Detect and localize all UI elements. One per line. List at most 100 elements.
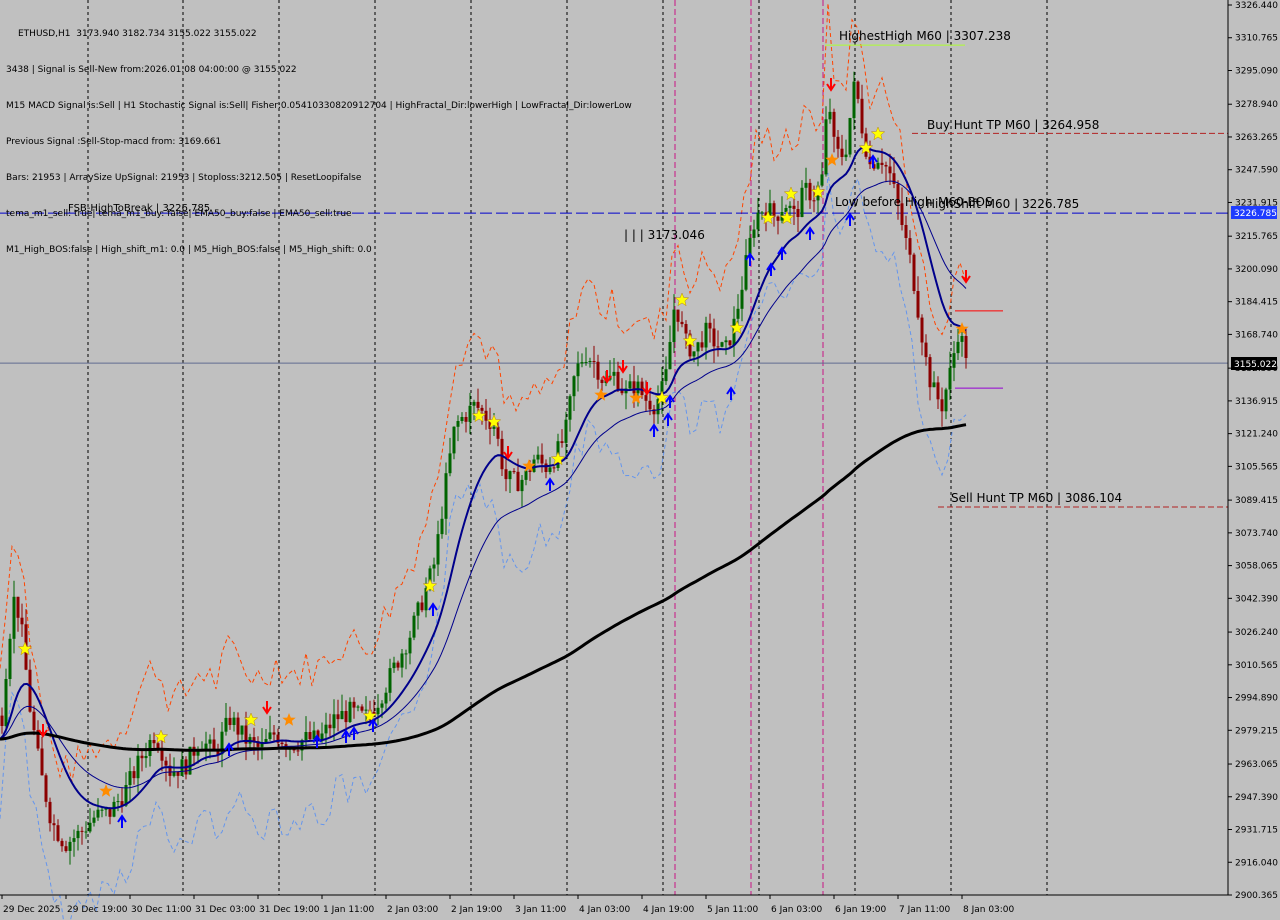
candle-body — [328, 724, 332, 729]
signal-star-orange — [594, 388, 608, 401]
candle-body — [788, 205, 792, 208]
highshift-label: HighShift M60 | 3226.785 — [926, 197, 1079, 211]
signal-star — [654, 390, 670, 405]
price-tick-label: 3136.915 — [1235, 397, 1278, 407]
signal-star — [810, 184, 826, 199]
candle-body — [800, 187, 804, 217]
price-tick-label: 3105.565 — [1235, 462, 1278, 472]
candle-body — [500, 438, 504, 470]
candle-body — [840, 148, 844, 157]
candle-body — [352, 701, 356, 708]
candle-body — [48, 801, 52, 824]
time-tick-label: 2 Jan 03:00 — [387, 905, 439, 915]
candle-body — [476, 401, 480, 408]
signal-star — [486, 414, 502, 429]
candle-body — [548, 467, 552, 472]
candle-body — [688, 333, 692, 357]
sell-arrow — [262, 701, 272, 715]
buy-arrow — [368, 718, 378, 732]
candle-body — [740, 289, 744, 309]
candle-body — [880, 162, 884, 165]
candle-body — [76, 830, 80, 839]
candle-body — [380, 703, 384, 708]
candle-body — [784, 208, 788, 212]
fsb-price-tag-text: 3226.785 — [1234, 209, 1277, 219]
session-markers — [674, 0, 824, 895]
mid-price-label: | | | 3173.046 — [624, 228, 705, 242]
buy-arrow — [341, 729, 351, 743]
time-axis: 29 Dec 2025 29 Dec 19:00 30 Dec 11:00 31 De… — [0, 894, 1228, 915]
price-tick-label: 2947.390 — [1235, 793, 1278, 803]
candle-body — [700, 342, 704, 348]
signal-star — [422, 578, 438, 593]
candle-body — [80, 830, 84, 832]
price-tick-label: 3200.090 — [1235, 265, 1278, 275]
vertical-grid — [87, 0, 1048, 895]
candle-body — [896, 183, 900, 204]
info-line-bars: Bars: 21953 | ArraySize UpSignal: 21953 … — [6, 173, 362, 183]
price-tick-label: 3089.415 — [1235, 496, 1278, 506]
candle-body — [168, 765, 172, 776]
candle-body — [736, 308, 740, 319]
candle-body — [692, 351, 696, 357]
candle-body — [420, 602, 424, 611]
time-tick-label: 4 Jan 03:00 — [579, 905, 631, 915]
price-tick-label: 3263.265 — [1235, 133, 1278, 143]
sell-arrow — [642, 382, 652, 396]
candle-body — [208, 739, 212, 744]
candle-body — [460, 417, 464, 421]
signal-star — [858, 140, 874, 155]
info-line-symbol: ETHUSD,H1 3173.940 3182.734 3155.022 315… — [18, 29, 257, 39]
candle-body — [572, 376, 576, 397]
signal-star — [471, 408, 487, 423]
candle-body — [716, 346, 720, 348]
candle-body — [820, 174, 824, 186]
candle-body — [60, 840, 64, 847]
candle-body — [588, 361, 592, 362]
time-tick-label: 4 Jan 19:00 — [643, 905, 695, 915]
candle-body — [88, 822, 92, 832]
fsb-price-tag — [1231, 206, 1277, 219]
candle-body — [96, 809, 100, 818]
candle-body — [392, 662, 396, 669]
candle-body — [384, 692, 388, 704]
price-tick-label: 2994.890 — [1235, 694, 1278, 704]
candle-body — [828, 111, 832, 120]
price-tick-label: 3073.740 — [1235, 529, 1278, 539]
candle-body — [708, 322, 712, 329]
time-tick-label: 29 Dec 19:00 — [67, 905, 128, 915]
time-tick-label: 2 Jan 19:00 — [451, 905, 503, 915]
candle-body — [964, 336, 968, 358]
candle-body — [348, 701, 352, 722]
candle-body — [960, 336, 964, 342]
signal-star — [682, 333, 698, 348]
candle-body — [832, 111, 836, 137]
candle-body — [632, 381, 636, 394]
candle-body — [756, 212, 760, 230]
candle-body — [276, 734, 280, 743]
candle-body — [804, 182, 808, 188]
candle-body — [416, 602, 420, 616]
price-tick-label: 3278.940 — [1235, 100, 1278, 110]
candle-body — [312, 730, 316, 739]
candle-body — [136, 755, 140, 779]
buy-hunt-label: Buy Hunt TP M60 | 3264.958 — [927, 118, 1099, 132]
candle-body — [600, 379, 604, 383]
candle-body — [620, 389, 624, 394]
price-tick-label: 2963.065 — [1235, 760, 1278, 770]
price-tick-label: 3010.565 — [1235, 661, 1278, 671]
buy-arrow — [117, 814, 127, 828]
candle-body — [536, 454, 540, 460]
candle-body — [520, 479, 524, 492]
fractal-high-band — [0, 3, 967, 783]
price-tick-label: 3310.765 — [1235, 34, 1278, 44]
candle-body — [676, 309, 680, 322]
candle-body — [176, 771, 180, 776]
candle-body — [944, 389, 948, 412]
candle-body — [528, 470, 532, 472]
candle-body — [664, 369, 668, 382]
price-tick-label: 3231.915 — [1235, 198, 1278, 208]
candle-body — [84, 831, 88, 833]
candle-body — [628, 381, 632, 389]
